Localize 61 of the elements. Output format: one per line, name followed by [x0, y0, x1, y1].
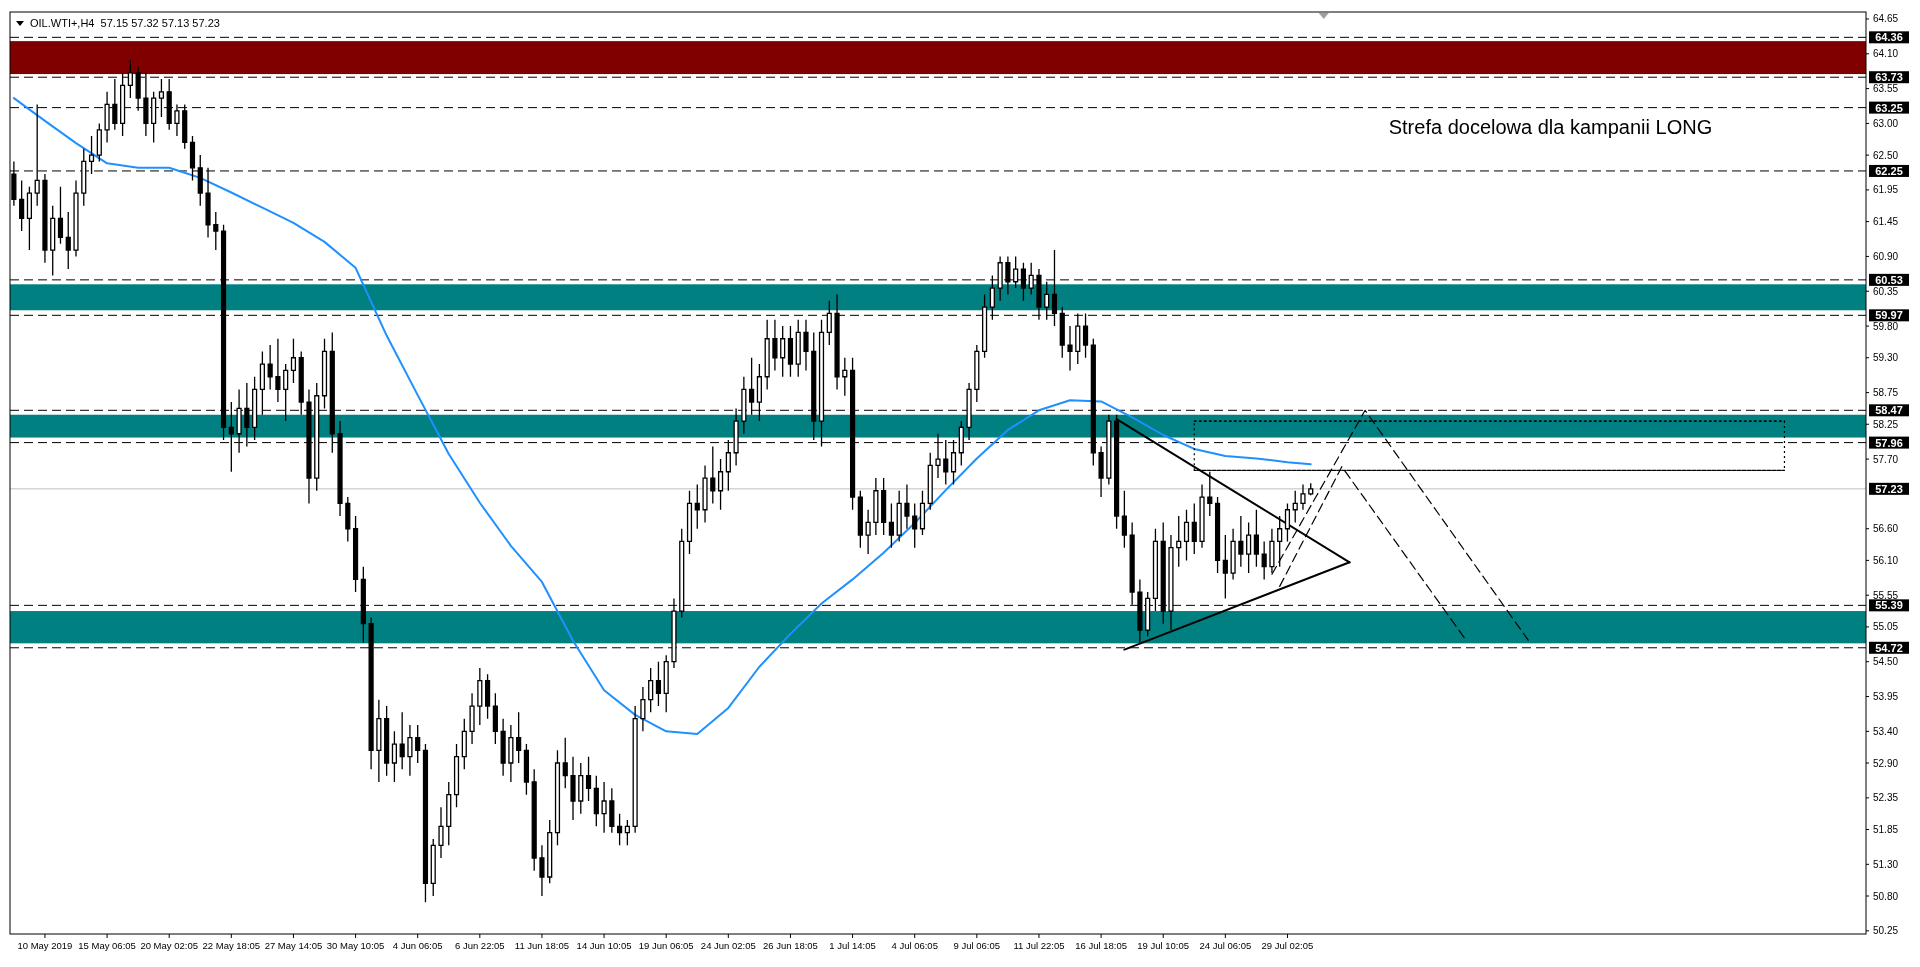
y-tick-label: 54.50 [1873, 656, 1899, 668]
y-tick-label: 64.65 [1873, 13, 1899, 25]
x-tick-label: 4 Jul 06:05 [891, 940, 938, 951]
x-tick-label: 4 Jun 06:05 [392, 940, 443, 951]
y-tick-label: 63.55 [1873, 83, 1899, 95]
y-tick-label: 52.35 [1873, 792, 1899, 804]
x-tick-label: 24 Jul 06:05 [1199, 940, 1252, 951]
x-tick-label: 9 Jul 06:05 [953, 940, 1001, 951]
ref-line-label: 57.96 [1875, 436, 1903, 449]
x-tick-label: 27 May 14:05 [264, 940, 323, 951]
x-tick-label: 22 May 18:05 [202, 940, 261, 951]
y-tick-label: 50.80 [1873, 890, 1899, 902]
x-tick-label: 10 May 2019 [17, 940, 73, 951]
y-tick-label: 58.25 [1873, 418, 1899, 430]
x-tick-label: 30 May 10:05 [326, 940, 385, 951]
y-tick-label: 53.40 [1873, 725, 1899, 737]
x-tick-label: 15 May 06:05 [78, 940, 136, 951]
x-tick-label: 29 Jul 02:05 [1261, 940, 1314, 951]
y-tick-label: 52.90 [1873, 757, 1899, 769]
ref-line-label: 57.23 [1875, 482, 1903, 495]
ref-line-label: 64.36 [1875, 31, 1903, 44]
y-tick-label: 59.30 [1873, 352, 1899, 364]
x-tick-label: 11 Jul 22:05 [1013, 940, 1065, 951]
y-tick-label: 64.10 [1873, 48, 1899, 60]
x-tick-label: 24 Jun 02:05 [700, 940, 756, 951]
ref-line-label: 60.53 [1875, 273, 1903, 286]
x-tick-label: 20 May 02:05 [140, 940, 198, 951]
x-tick-label: 1 Jul 14:05 [829, 940, 876, 951]
annotation: Strefa docelowa dla kampanii LONG [1388, 116, 1713, 139]
y-tick-label: 61.45 [1873, 216, 1899, 228]
y-tick-label: 58.75 [1873, 387, 1899, 399]
x-tick-label: 14 Jun 10:05 [576, 940, 632, 951]
y-tick-label: 55.05 [1873, 621, 1899, 633]
x-tick-label: 6 Jun 22:05 [455, 940, 505, 951]
x-tick-label: 26 Jun 18:05 [762, 940, 818, 951]
y-tick-label: 59.80 [1873, 320, 1899, 332]
ref-line-label: 58.47 [1875, 404, 1903, 417]
chart-title: OIL.WTI+,H4 57.15 57.32 57.13 57.23 [30, 17, 220, 29]
y-tick-label: 60.90 [1873, 250, 1899, 262]
y-tick-label: 56.60 [1873, 523, 1899, 535]
x-tick-label: 19 Jul 10:05 [1137, 940, 1190, 951]
y-tick-label: 51.85 [1873, 824, 1899, 836]
y-tick-label: 56.10 [1873, 554, 1899, 566]
ref-line-label: 59.97 [1875, 309, 1903, 322]
y-tick-label: 57.70 [1873, 453, 1899, 465]
y-tick-label: 60.35 [1873, 285, 1899, 297]
ref-line-label: 55.39 [1875, 599, 1903, 612]
y-tick-label: 63.00 [1873, 117, 1899, 129]
y-tick-label: 53.95 [1873, 691, 1899, 703]
ref-line-label: 63.73 [1875, 71, 1903, 84]
x-tick-label: 19 Jun 06:05 [638, 940, 694, 951]
y-tick-label: 50.25 [1873, 925, 1899, 937]
y-tick-label: 55.55 [1873, 589, 1899, 601]
x-tick-label: 11 Jun 18:05 [514, 940, 570, 951]
ref-line-label: 62.25 [1875, 164, 1903, 177]
y-tick-label: 61.95 [1873, 184, 1899, 196]
y-tick-label: 62.50 [1873, 149, 1899, 161]
y-tick-label: 51.30 [1873, 858, 1899, 870]
ref-line-label: 63.25 [1875, 101, 1903, 114]
x-tick-label: 16 Jul 18:05 [1075, 940, 1127, 951]
ref-line-label: 54.72 [1875, 641, 1903, 654]
